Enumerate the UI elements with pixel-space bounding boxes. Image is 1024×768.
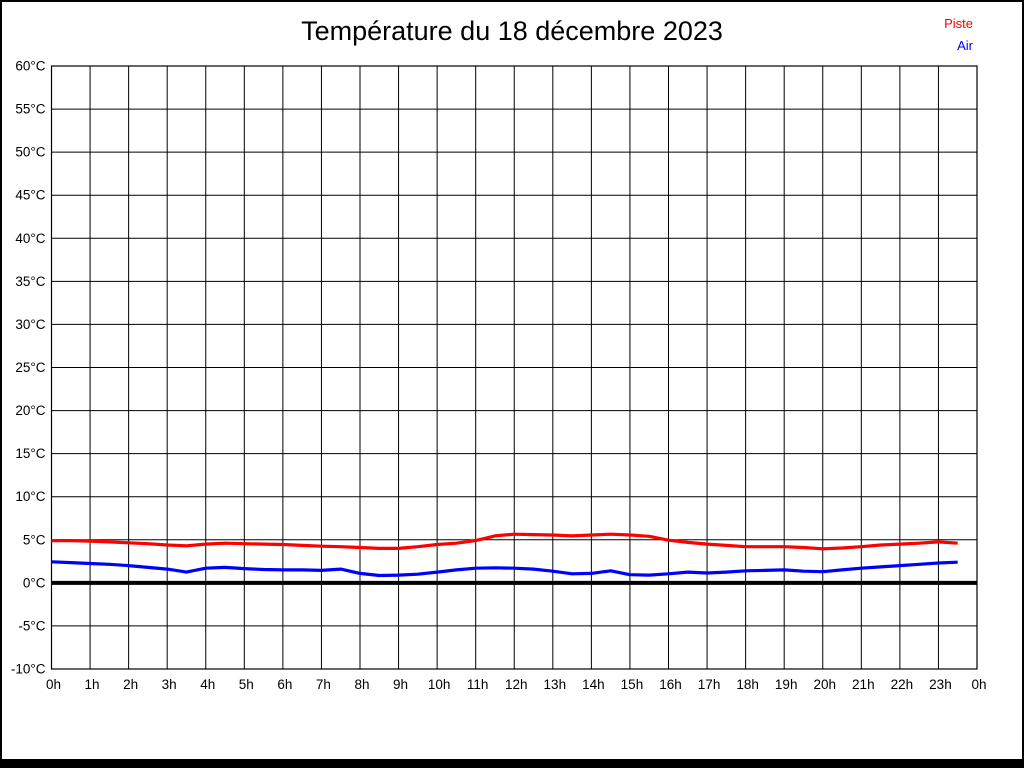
series-air-line <box>51 560 958 578</box>
x-tick-label: 4h <box>200 677 215 692</box>
x-tick-label: 20h <box>813 677 836 692</box>
x-tick-label: 11h <box>467 677 489 692</box>
x-tick-label: 14h <box>582 677 605 692</box>
x-tick-label: 21h <box>852 677 875 692</box>
x-tick-label: 10h <box>428 677 451 692</box>
x-tick-label: 22h <box>891 677 914 692</box>
y-tick-label: 50°C <box>15 145 45 160</box>
x-tick-label: 19h <box>775 677 798 692</box>
x-tick-label: 12h <box>505 677 528 692</box>
bottom-bar <box>2 759 1022 766</box>
plot-border <box>50 65 978 670</box>
y-tick-label: 30°C <box>15 317 45 332</box>
x-tick-label: 15h <box>621 677 644 692</box>
x-tick-label: 7h <box>316 677 331 692</box>
y-tick-label: 40°C <box>15 231 45 246</box>
x-tick-label: 1h <box>85 677 100 692</box>
x-tick-label: 0h <box>46 677 61 692</box>
y-tick-label: 5°C <box>23 532 46 547</box>
y-tick-label: 55°C <box>15 102 45 117</box>
y-tick-label: -5°C <box>18 618 45 633</box>
legend-entry-piste: Piste <box>944 16 973 31</box>
x-tick-label: 18h <box>736 677 759 692</box>
x-tick-label: 17h <box>698 677 721 692</box>
x-tick-label: 0h <box>971 677 986 692</box>
x-tick-label: 23h <box>929 677 952 692</box>
y-tick-label: 25°C <box>15 360 45 375</box>
y-tick-label: 35°C <box>15 274 45 289</box>
x-tick-label: 6h <box>277 677 292 692</box>
series-piste-line <box>51 532 958 551</box>
x-tick-label: 5h <box>239 677 254 692</box>
y-tick-label: 60°C <box>15 59 45 74</box>
y-tick-label: -10°C <box>11 662 46 677</box>
y-tick-label: 10°C <box>15 489 45 504</box>
y-tick-label: 45°C <box>15 188 45 203</box>
chart-title: Température du 18 décembre 2023 <box>301 16 723 46</box>
x-tick-label: 13h <box>544 677 567 692</box>
y-tick-label: 20°C <box>15 403 45 418</box>
y-tick-label: 0°C <box>23 575 46 590</box>
x-tick-label: 8h <box>354 677 369 692</box>
x-tick-label: 16h <box>659 677 682 692</box>
x-tick-label: 9h <box>393 677 408 692</box>
y-tick-label: 15°C <box>15 446 45 461</box>
x-tick-label: 2h <box>123 677 138 692</box>
legend: Piste Air <box>944 13 973 57</box>
legend-entry-air: Air <box>957 38 973 53</box>
x-tick-label: 3h <box>162 677 177 692</box>
